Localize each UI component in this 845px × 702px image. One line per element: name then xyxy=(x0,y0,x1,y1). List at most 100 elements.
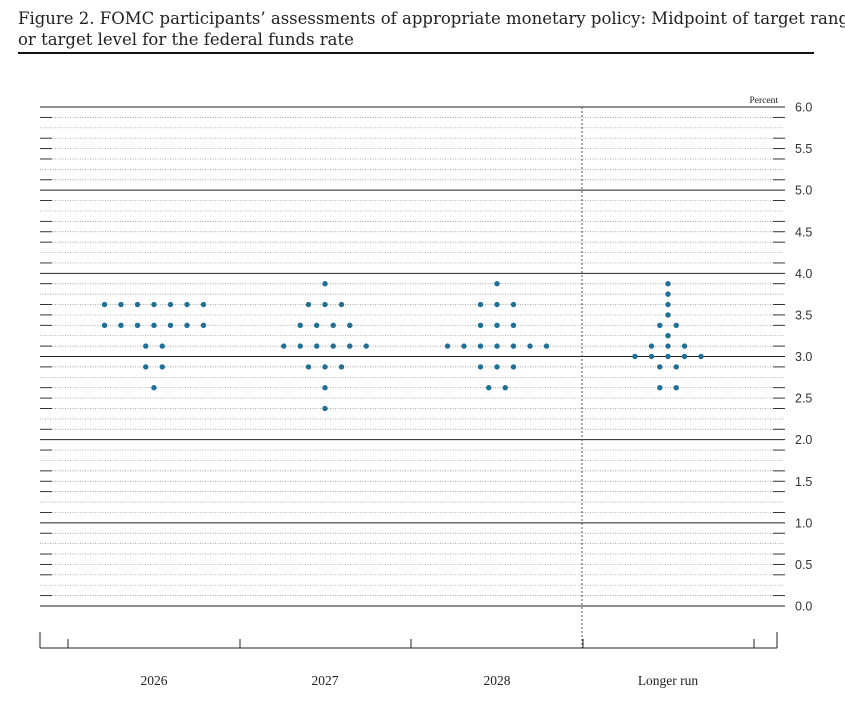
participant-dot xyxy=(338,301,345,308)
dot-layer xyxy=(101,281,704,412)
participant-dot xyxy=(543,343,550,349)
participant-dot xyxy=(151,384,157,391)
participant-dot xyxy=(477,364,484,370)
participant-dot xyxy=(151,301,157,308)
participant-dot xyxy=(322,405,328,412)
participant-dot xyxy=(167,322,174,329)
participant-dot xyxy=(322,301,328,308)
participant-dot xyxy=(648,353,655,360)
label-layer: 0.0 0.5 1.0 1.5 2.0 2.5 3.0 3.5 4.0 4.5 5.0 5.5 6.0 P… xyxy=(141,96,813,688)
participant-dot xyxy=(665,301,671,308)
participant-dot xyxy=(510,301,517,308)
participant-dot xyxy=(657,364,663,370)
participant-dot xyxy=(494,364,500,370)
y-tick-label: 4.5 xyxy=(795,225,812,239)
participant-dot xyxy=(665,343,671,349)
participant-dot xyxy=(665,291,671,297)
participant-dot xyxy=(314,343,320,349)
x-category-label: 2027 xyxy=(312,673,339,688)
y-tick-label: 0.0 xyxy=(795,600,812,614)
participant-dot xyxy=(347,322,353,329)
participant-dot xyxy=(347,343,353,349)
y-tick-label: 1.0 xyxy=(795,516,812,530)
participant-dot xyxy=(167,301,174,308)
participant-dot xyxy=(657,384,663,391)
participant-dot xyxy=(502,384,508,391)
participant-dot xyxy=(338,364,345,370)
participant-dot xyxy=(330,343,336,349)
participant-dot xyxy=(363,343,369,349)
participant-dot xyxy=(510,364,517,370)
participant-dot xyxy=(314,322,320,329)
figure-title: Figure 2. FOMC participants’ assessments… xyxy=(18,8,845,50)
y-tick-label: 2.0 xyxy=(795,433,812,447)
participant-dot xyxy=(305,364,312,370)
participant-dot xyxy=(673,384,679,391)
participant-dot xyxy=(665,333,671,339)
participant-dot xyxy=(118,301,124,308)
participant-dot xyxy=(134,322,141,329)
title-line-2: or target level for the federal funds ra… xyxy=(18,30,354,49)
participant-dot xyxy=(494,281,500,287)
participant-dot xyxy=(681,343,688,349)
y-tick-label: 3.5 xyxy=(795,308,812,322)
participant-dot xyxy=(101,301,108,308)
y-tick-label: 0.5 xyxy=(795,558,812,572)
participant-dot xyxy=(461,343,467,349)
title-line-1: Figure 2. FOMC participants’ assessments… xyxy=(18,9,845,28)
x-category-label: 2028 xyxy=(484,673,511,688)
participant-dot xyxy=(673,364,679,370)
participant-dot xyxy=(330,322,336,329)
participant-dot xyxy=(665,312,671,318)
participant-dot xyxy=(681,353,688,360)
participant-dot xyxy=(486,384,492,391)
participant-dot xyxy=(134,301,141,308)
participant-dot xyxy=(444,343,451,349)
participant-dot xyxy=(118,322,124,329)
y-tick-label: 2.5 xyxy=(795,392,812,406)
participant-dot xyxy=(494,322,500,329)
participant-dot xyxy=(297,343,303,349)
participant-dot xyxy=(632,353,638,360)
participant-dot xyxy=(527,343,533,349)
x-category-label: Longer run xyxy=(638,673,699,688)
participant-dot xyxy=(151,322,157,329)
participant-dot xyxy=(698,353,704,360)
participant-dot xyxy=(297,322,303,329)
participant-dot xyxy=(184,322,190,329)
participant-dot xyxy=(477,343,484,349)
participant-dot xyxy=(673,322,679,329)
grid-layer xyxy=(40,106,785,607)
y-tick-label: 6.0 xyxy=(795,101,812,115)
participant-dot xyxy=(101,322,108,329)
participant-dot xyxy=(657,322,663,329)
y-tick-label: 3.0 xyxy=(795,350,812,364)
y-tick-label: 4.0 xyxy=(795,267,812,281)
participant-dot xyxy=(143,343,149,349)
x-category-label: 2026 xyxy=(141,673,168,688)
participant-dot xyxy=(159,364,165,370)
title-rule xyxy=(18,52,814,54)
y-tick-label: 5.5 xyxy=(795,142,812,156)
participant-dot xyxy=(477,301,484,308)
participant-dot xyxy=(494,301,500,308)
participant-dot xyxy=(322,364,328,370)
participant-dot xyxy=(322,384,328,391)
y-tick-label: 1.5 xyxy=(795,475,812,489)
participant-dot xyxy=(665,281,671,287)
participant-dot xyxy=(184,301,190,308)
participant-dot xyxy=(477,322,484,329)
participant-dot xyxy=(494,343,500,349)
participant-dot xyxy=(200,322,207,329)
participant-dot xyxy=(322,281,328,287)
participant-dot xyxy=(143,364,149,370)
unit-label: Percent xyxy=(750,96,779,106)
participant-dot xyxy=(665,353,671,360)
participant-dot xyxy=(648,343,655,349)
participant-dot xyxy=(510,322,517,329)
participant-dot xyxy=(159,343,165,349)
y-tick-label: 5.0 xyxy=(795,184,812,198)
participant-dot xyxy=(305,301,312,308)
participant-dot xyxy=(510,343,517,349)
